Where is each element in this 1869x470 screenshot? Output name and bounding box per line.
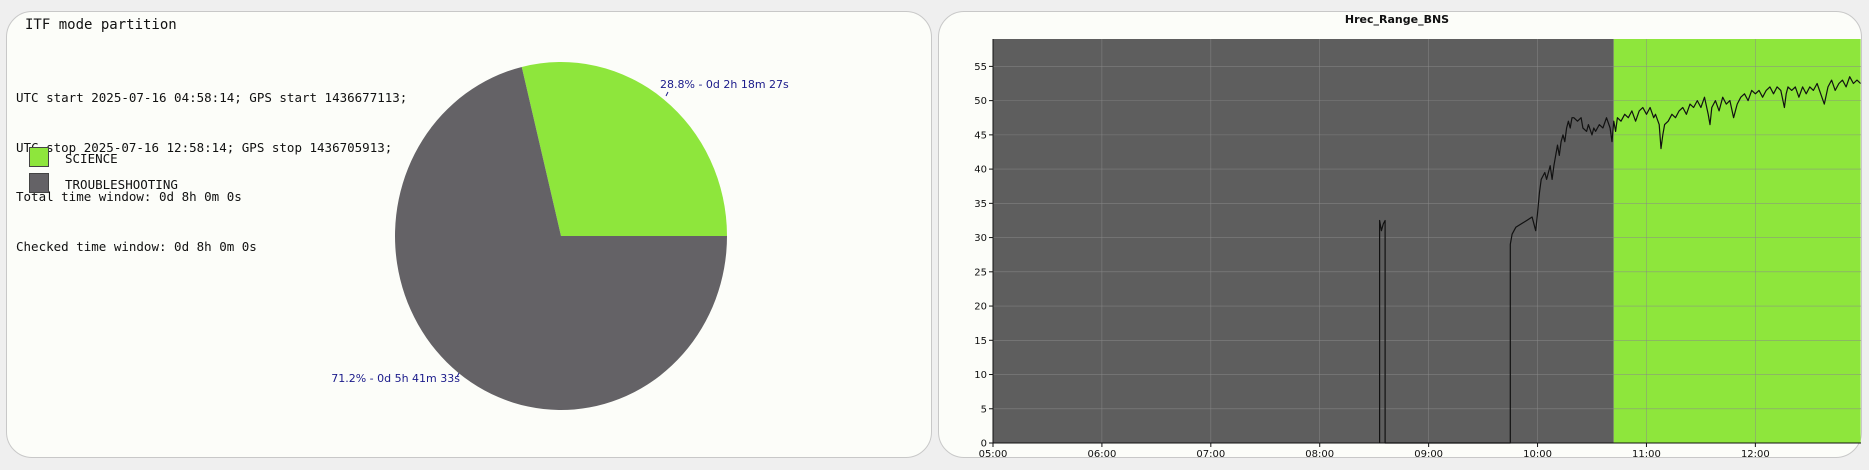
range-series-line xyxy=(1379,76,1862,444)
pie-label-tick xyxy=(456,372,460,378)
pie-slice-troubleshooting xyxy=(395,66,727,411)
pie-chart: 28.8% - 0d 2h 18m 27s 71.2% - 0d 5h 41m 3… xyxy=(331,62,789,411)
range-chart-panel: Hrec_Range_BNS 0 5 10 15 20 25 30 35 40 45 50 55 05:… xyxy=(938,11,1862,459)
region-science xyxy=(1613,39,1861,443)
info-checked-window: Checked time window: 0d 8h 0m 0s xyxy=(16,238,257,254)
line-chart: Hrec_Range_BNS 0 5 10 15 20 25 30 35 40 45 50 55 05:… xyxy=(974,13,1862,459)
y-tick-label: 20 xyxy=(974,302,987,313)
y-tick-label: 25 xyxy=(974,267,987,278)
info-utc-start: UTC start 2025-07-16 04:58:14; GPS start… xyxy=(16,90,408,105)
x-tick-label: 12:00 xyxy=(1741,449,1770,459)
y-tick-label: 5 xyxy=(981,404,987,415)
pie-label-tick xyxy=(665,91,669,97)
x-tick-label: 09:00 xyxy=(1414,449,1443,459)
y-tick-label: 55 xyxy=(974,62,987,73)
y-tick-label: 10 xyxy=(974,370,987,381)
legend-swatch-troubleshooting xyxy=(29,173,49,193)
time-info: UTC start 2025-07-16 04:58:14; GPS start… xyxy=(16,57,407,288)
x-tick-label: 08:00 xyxy=(1305,449,1334,459)
chart-title: Hrec_Range_BNS xyxy=(1345,13,1449,26)
x-tick-label: 10:00 xyxy=(1523,449,1552,459)
pie-slice-label-science: 28.8% - 0d 2h 18m 27s xyxy=(660,78,789,91)
pie-slice-label-troubleshooting: 71.2% - 0d 5h 41m 33s xyxy=(331,372,460,385)
y-tick-label: 40 xyxy=(974,165,987,176)
y-tick-label: 35 xyxy=(974,199,987,210)
pie-slice-science xyxy=(521,62,727,236)
y-tick-label: 45 xyxy=(974,130,987,141)
y-tick-label: 15 xyxy=(974,336,987,347)
region-troubleshooting xyxy=(993,39,1614,443)
y-tick-label: 30 xyxy=(974,233,987,244)
legend-label-science: SCIENCE xyxy=(65,151,118,166)
y-tick-label: 50 xyxy=(974,96,987,107)
mode-partition-panel: ITF mode partition UTC start 2025-07-16 … xyxy=(6,11,932,458)
x-tick-label: 07:00 xyxy=(1196,449,1225,459)
info-utc-stop: UTC stop 2025-07-16 12:58:14; GPS stop 1… xyxy=(16,139,393,155)
panel-title: ITF mode partition xyxy=(25,17,177,33)
x-tick-label: 05:00 xyxy=(979,449,1008,459)
legend-label-troubleshooting: TROUBLESHOOTING xyxy=(65,177,178,192)
x-tick-label: 11:00 xyxy=(1632,449,1661,459)
x-tick-label: 06:00 xyxy=(1087,449,1116,459)
legend-swatch-science xyxy=(29,147,49,167)
y-tick-label: 0 xyxy=(981,439,987,450)
info-total-window: Total time window: 0d 8h 0m 0s xyxy=(16,189,242,204)
